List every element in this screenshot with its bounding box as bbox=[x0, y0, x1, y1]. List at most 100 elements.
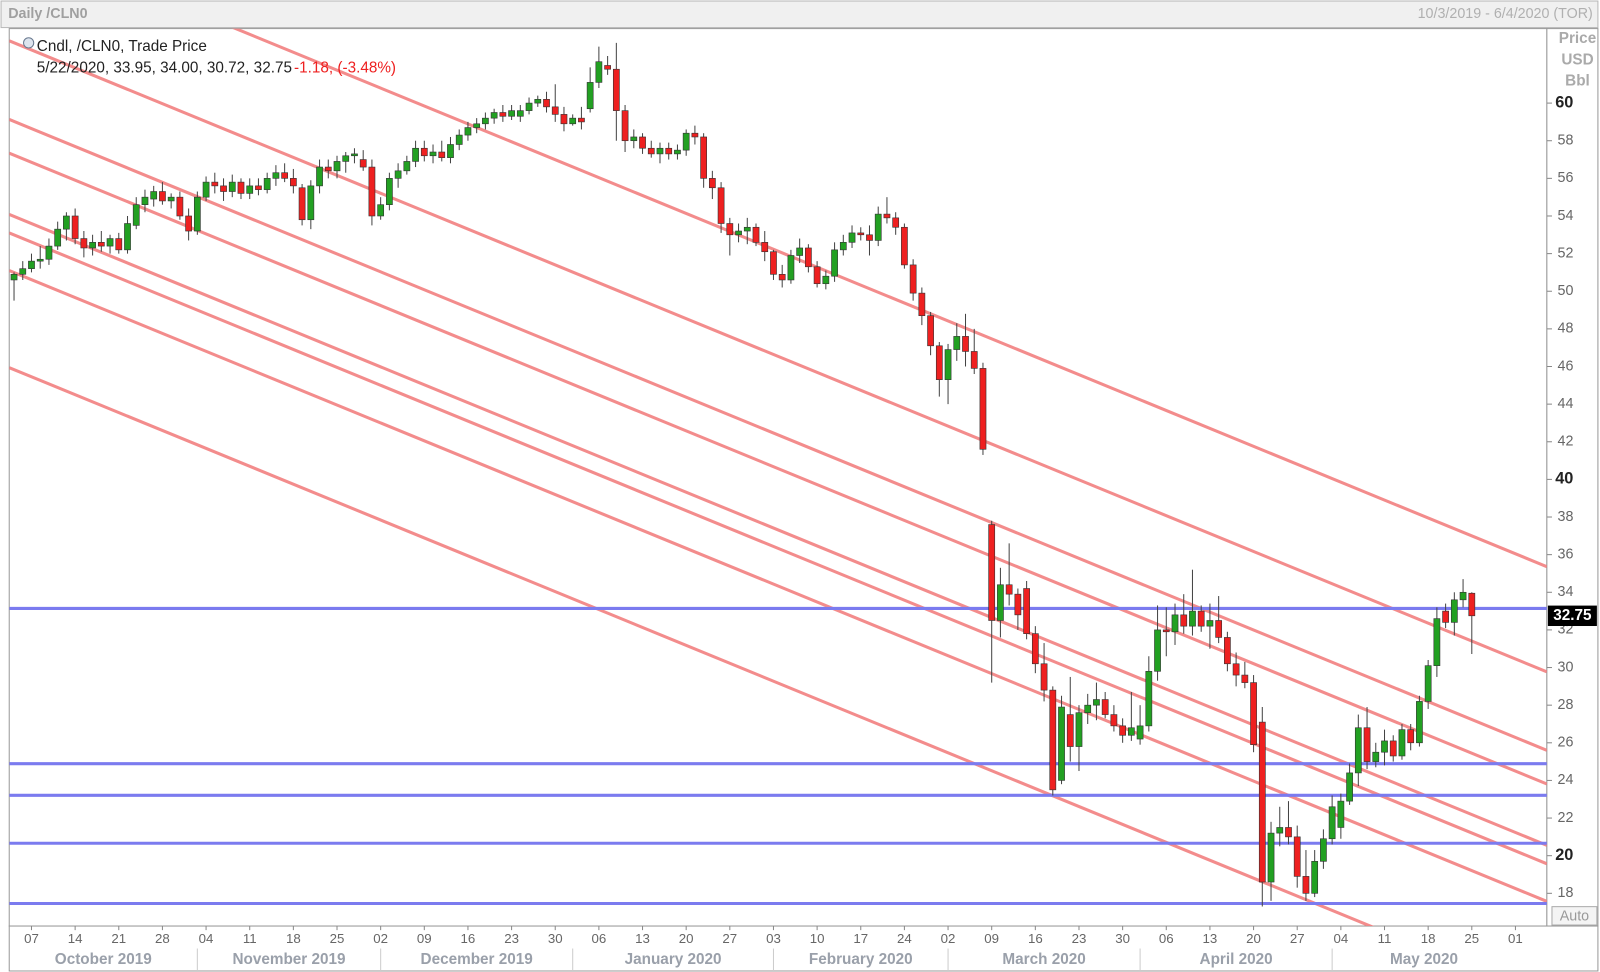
y-tick-label: 42 bbox=[1558, 434, 1574, 450]
candle-body bbox=[141, 196, 149, 206]
y-tick-label: 26 bbox=[1558, 735, 1574, 751]
candle-body bbox=[1189, 610, 1196, 627]
candle-body bbox=[1433, 618, 1441, 666]
auto-button[interactable]: Auto bbox=[1560, 909, 1589, 925]
candle-body bbox=[516, 110, 524, 117]
candle-body bbox=[368, 166, 376, 217]
month-label: February 2020 bbox=[809, 951, 913, 968]
candle-body bbox=[953, 336, 961, 350]
y-tick-label: 46 bbox=[1558, 358, 1574, 374]
y-tick-label: 48 bbox=[1558, 321, 1574, 337]
candle-body bbox=[272, 172, 280, 179]
candle-body bbox=[735, 230, 742, 236]
x-tick-label: 09 bbox=[984, 931, 999, 946]
candle-body bbox=[403, 161, 411, 172]
candle-body bbox=[1206, 620, 1214, 627]
candle-body bbox=[1066, 714, 1074, 747]
candle-body bbox=[386, 178, 393, 206]
candle-body bbox=[420, 147, 428, 157]
candle-body bbox=[892, 217, 900, 228]
candle-body bbox=[1023, 588, 1030, 634]
candle-body bbox=[743, 226, 751, 232]
candle-body bbox=[866, 234, 873, 241]
auto-button-frame[interactable] bbox=[1551, 906, 1598, 926]
y-tick-label: 30 bbox=[1558, 659, 1574, 675]
candle-body bbox=[19, 268, 27, 275]
candle-body bbox=[918, 292, 926, 317]
candle-body bbox=[717, 187, 725, 224]
x-tick-label: 27 bbox=[722, 931, 737, 946]
candle-body bbox=[656, 147, 664, 155]
candle-body bbox=[1197, 610, 1205, 627]
candle-body bbox=[255, 185, 262, 190]
x-tick-label: 01 bbox=[1508, 931, 1523, 946]
x-tick-label: 18 bbox=[1421, 931, 1436, 946]
last-price-label: 32.75 bbox=[1553, 607, 1592, 624]
candle-body bbox=[525, 102, 533, 111]
candle-body bbox=[1005, 584, 1013, 595]
candle-body bbox=[499, 112, 507, 117]
candle-body bbox=[246, 185, 254, 194]
candle-body bbox=[1320, 838, 1327, 862]
candle-body bbox=[377, 204, 385, 217]
x-tick-label: 16 bbox=[461, 931, 476, 946]
candle-body bbox=[290, 178, 297, 187]
candle-body bbox=[342, 155, 350, 162]
candle-body bbox=[438, 151, 446, 158]
candle-body bbox=[805, 247, 812, 268]
month-label: October 2019 bbox=[55, 951, 152, 968]
x-tick-label: 06 bbox=[591, 931, 606, 946]
y-axis-label: Price bbox=[1559, 30, 1596, 47]
candle-body bbox=[1093, 699, 1100, 706]
month-label: May 2020 bbox=[1390, 951, 1458, 968]
candle-body bbox=[1328, 806, 1336, 840]
candle-body bbox=[281, 172, 288, 179]
candle-body bbox=[202, 181, 210, 198]
candle-body bbox=[970, 351, 978, 369]
candle-body bbox=[220, 185, 227, 192]
x-tick-label: 09 bbox=[417, 931, 432, 946]
candle-body bbox=[874, 213, 882, 241]
header-bar bbox=[0, 0, 1599, 29]
candle-body bbox=[997, 584, 1004, 621]
candle-body bbox=[551, 106, 559, 115]
candle-body bbox=[237, 181, 245, 194]
x-tick-label: 11 bbox=[1378, 931, 1392, 946]
trend-line bbox=[231, 28, 1547, 569]
x-tick-label: 23 bbox=[504, 931, 519, 946]
plot-area bbox=[8, 28, 1548, 927]
candle-body bbox=[979, 368, 987, 450]
candle-body bbox=[412, 147, 419, 162]
candle-body bbox=[822, 275, 830, 285]
candle-body bbox=[1075, 712, 1083, 747]
candle-body bbox=[115, 238, 123, 251]
candle-body bbox=[1145, 670, 1153, 727]
candle-body bbox=[1398, 729, 1406, 757]
candle-body bbox=[447, 144, 454, 158]
candle-body bbox=[1224, 637, 1231, 665]
candle-body bbox=[464, 127, 472, 136]
plot-layer bbox=[9, 28, 1547, 927]
candle-body bbox=[333, 161, 341, 172]
candle-body bbox=[193, 196, 201, 232]
month-label: March 2020 bbox=[1002, 951, 1085, 968]
candle-body bbox=[351, 153, 358, 157]
candle-body bbox=[1154, 629, 1161, 672]
candle-body bbox=[1101, 699, 1109, 715]
x-tick-label: 24 bbox=[897, 931, 912, 946]
candle-body bbox=[1127, 727, 1135, 736]
x-tick-label: 11 bbox=[243, 931, 257, 946]
candle-body bbox=[124, 223, 131, 251]
candle-body bbox=[944, 349, 952, 380]
candle-body bbox=[1031, 633, 1039, 665]
candle-body bbox=[1311, 861, 1319, 894]
y-tick-label: 54 bbox=[1558, 208, 1574, 224]
candle-body bbox=[1302, 876, 1310, 894]
candle-body bbox=[647, 147, 655, 155]
candle-body bbox=[935, 345, 943, 380]
candle-body bbox=[1110, 714, 1118, 727]
y-axis-label: USD bbox=[1561, 51, 1593, 68]
candle-body bbox=[778, 274, 786, 281]
candle-body bbox=[324, 166, 332, 172]
date-range: 10/3/2019 - 6/4/2020 (TOR) bbox=[1418, 6, 1593, 22]
